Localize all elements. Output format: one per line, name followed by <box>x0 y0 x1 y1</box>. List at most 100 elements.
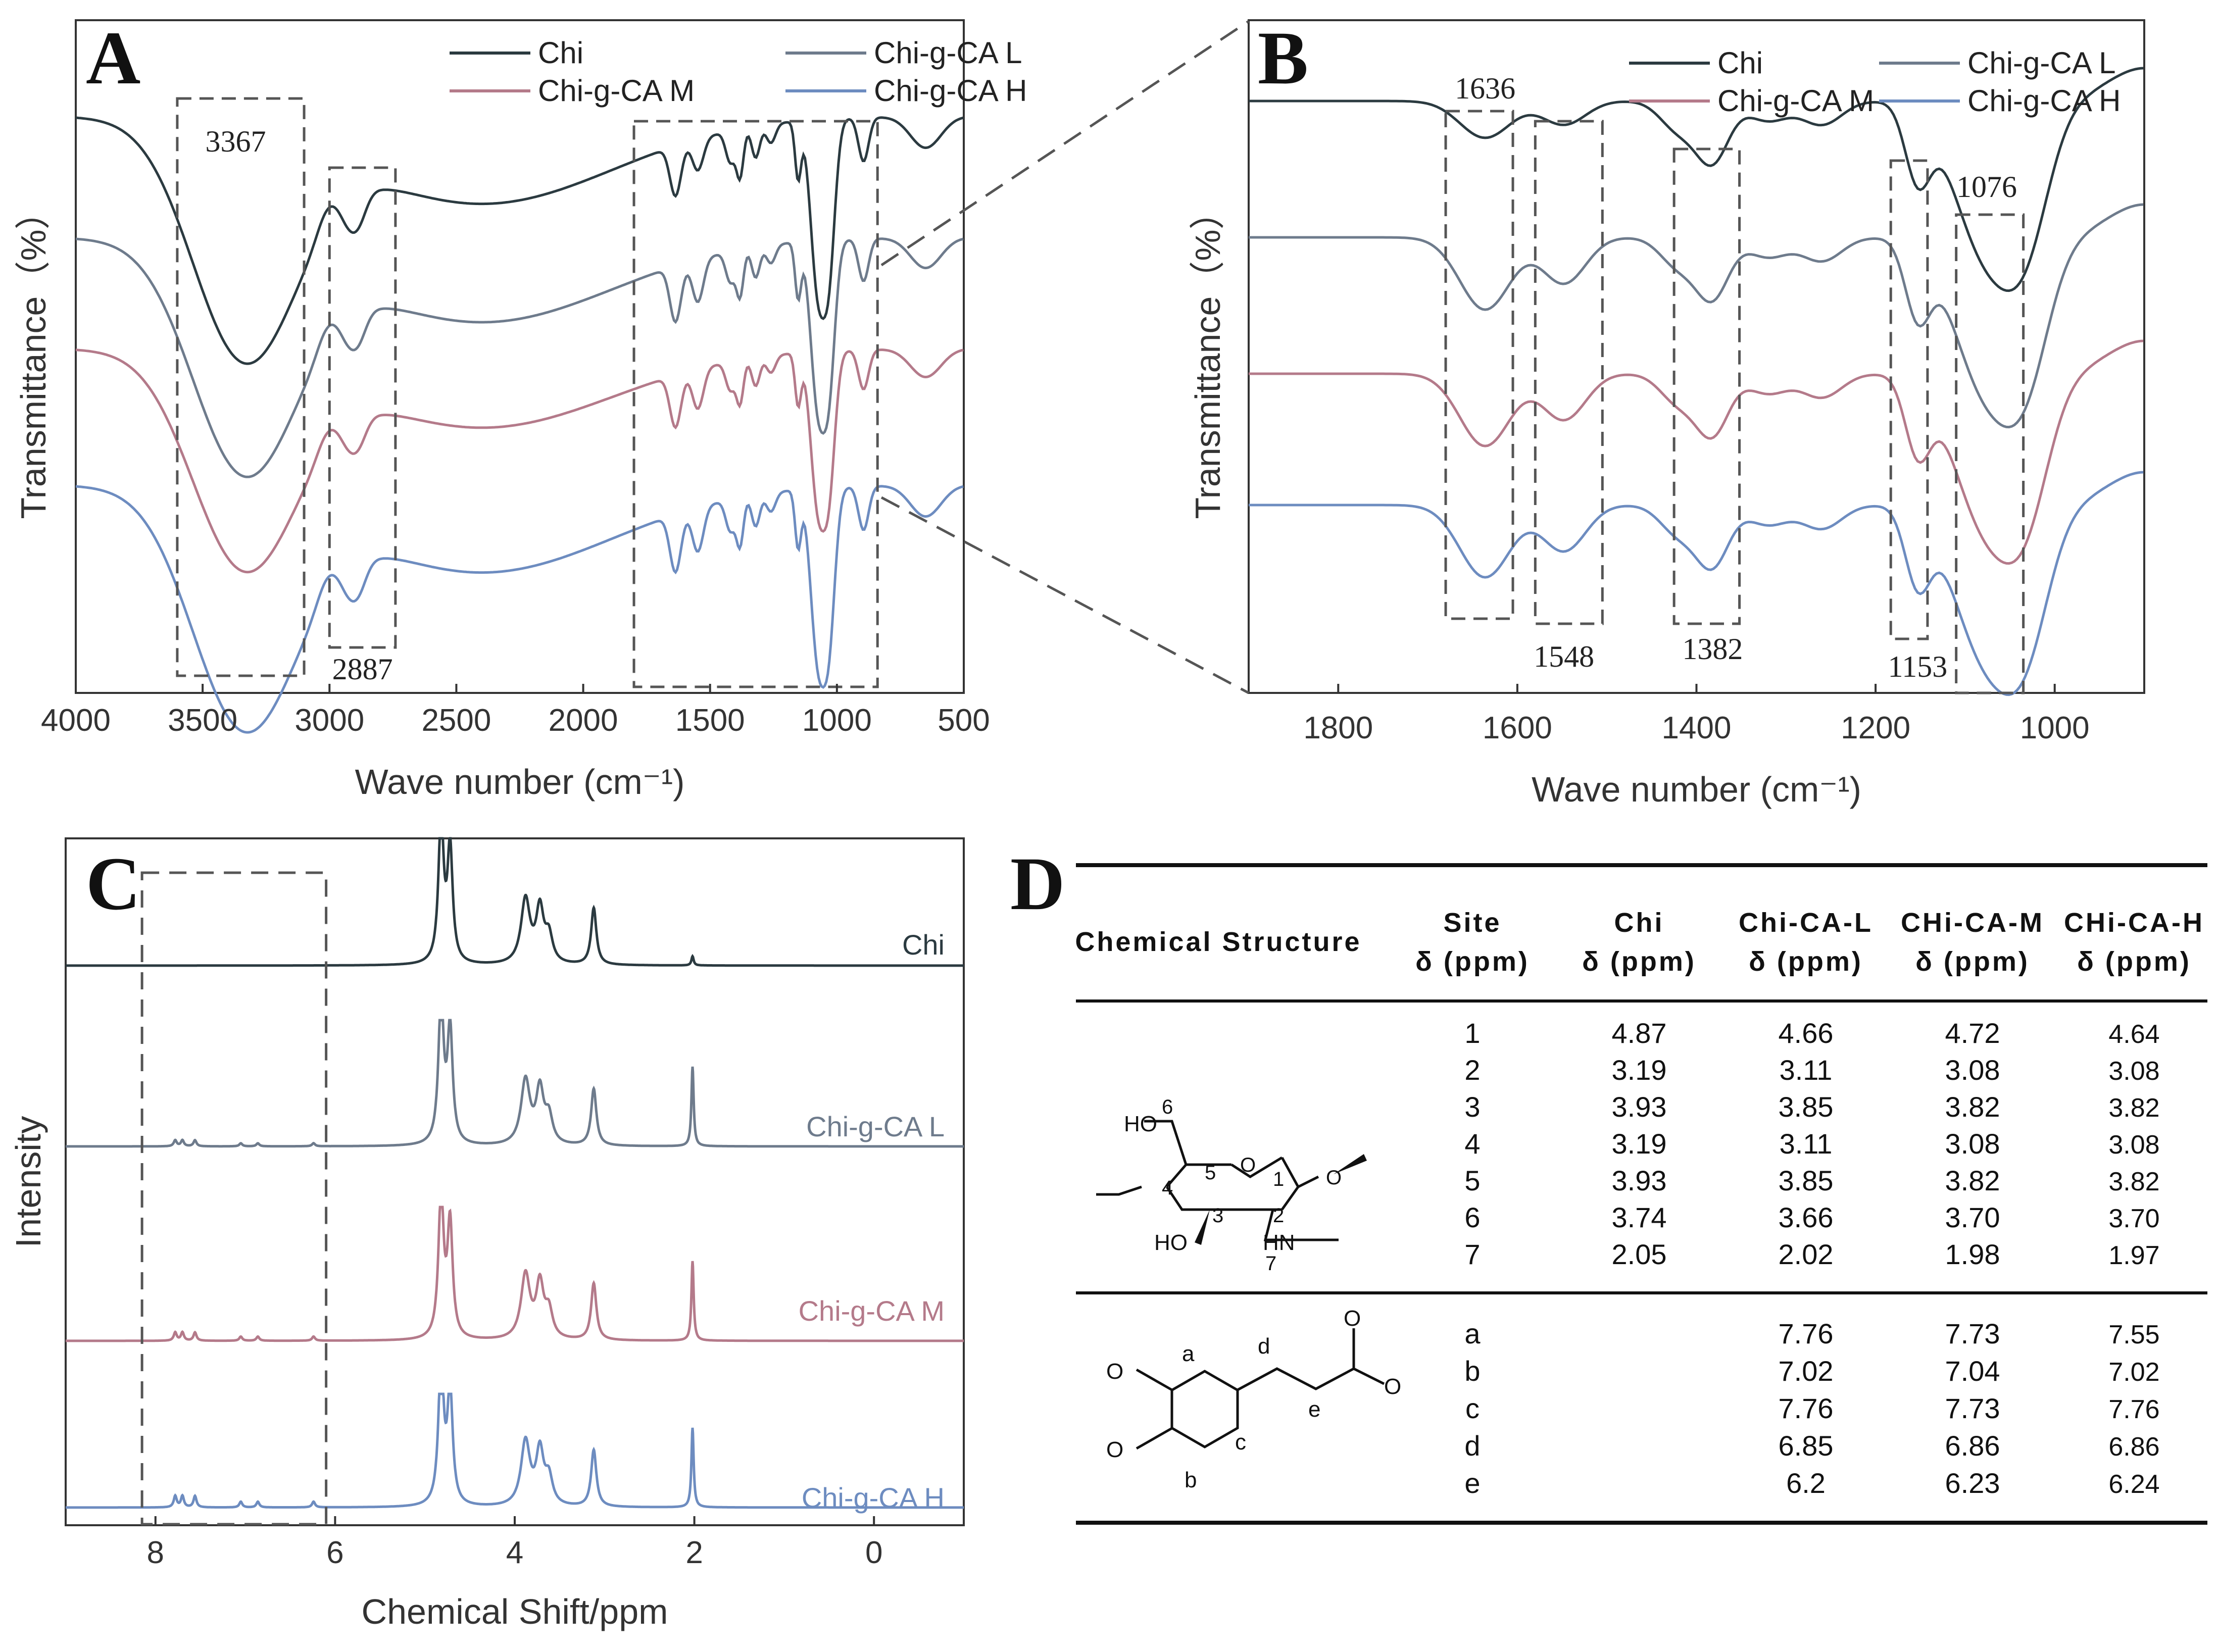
structure1-label-7: 3 <box>1212 1205 1223 1227</box>
table-cell-g1-r1-c2: 3.11 <box>1780 1054 1833 1086</box>
highlight-box-a-3 <box>632 120 879 688</box>
x-tick-label-a-1500: 1500 <box>675 703 745 738</box>
series-line-b-chi-g-ca-l <box>1249 203 2144 429</box>
series-line-b-chi-g-ca-h <box>1249 471 2144 696</box>
structure1-label-3: O <box>1240 1154 1256 1176</box>
annotation-a-3367: 3367 <box>205 125 266 158</box>
legend-label-b-chi: Chi <box>1717 46 1763 80</box>
bond-c1-c2 <box>1280 1157 1300 1211</box>
series-line-b-chi <box>1249 67 2144 292</box>
x-tick-label-a-3500: 3500 <box>168 703 237 738</box>
structure2-label-3: b <box>1185 1468 1197 1492</box>
plot-frame-b <box>1248 19 2145 694</box>
bond-c2-c4 <box>1165 1186 1282 1211</box>
panel-b: 1800 1600 1400 1200 1000 Wave number (cm⁻¹) Tr… <box>1188 16 2145 809</box>
table-header-chi: Chi <box>1614 908 1664 938</box>
table-cell-g2-r2-c0: c <box>1465 1392 1480 1424</box>
table-cell-g1-r3-c1: 3.19 <box>1612 1128 1667 1160</box>
table-header-unit-chi: δ (ppm) <box>1582 946 1696 977</box>
table-cell-g2-r1-c4: 7.02 <box>2108 1358 2159 1387</box>
bond-ring-o2 <box>1136 1427 1173 1450</box>
series-line-c-chi-g-ca-m <box>66 1206 964 1342</box>
panel-d: D Chemical Structure Site δ (ppm) Chi δ (ppm)… <box>1010 842 2207 1525</box>
table-cell-g1-r5-c0: 6 <box>1464 1202 1480 1233</box>
table-cell-g1-r3-c0: 4 <box>1464 1128 1480 1160</box>
table-cell-g2-r4-c0: e <box>1464 1467 1480 1499</box>
bond-sidechain <box>1237 1328 1355 1391</box>
legend-label-a-chi-g-ca-l: Chi-g-CA L <box>874 36 1022 70</box>
table-cell-g1-r4-c1: 3.93 <box>1612 1165 1667 1196</box>
table-header-unit-site: δ (ppm) <box>1415 946 1530 977</box>
structure2-label-8: O <box>1384 1374 1401 1399</box>
table-cell-g2-r4-c4: 6.24 <box>2108 1470 2159 1499</box>
x-tick-label-a-2500: 2500 <box>421 703 491 738</box>
table-cell-g2-r2-c3: 7.73 <box>1945 1392 2000 1424</box>
wedge-c1-methyl <box>1334 1154 1367 1174</box>
table-cell-g2-r2-c4: 7.76 <box>2108 1395 2159 1424</box>
table-cell-g1-r0-c2: 4.66 <box>1779 1017 1834 1049</box>
panel-letter-d: D <box>1010 842 1065 926</box>
zoom-line-top <box>880 20 1250 267</box>
table-cell-g2-r2-c2: 7.76 <box>1779 1392 1834 1424</box>
highlight-box-b-2 <box>1534 120 1604 625</box>
panel-letter-a: A <box>86 16 140 100</box>
x-tick-label-c-8: 8 <box>147 1535 164 1570</box>
bond-c2-n <box>1263 1209 1339 1241</box>
structure-caffeoyl: O Oa b c d e O O <box>1106 1306 1401 1492</box>
table-cell-g1-r6-c1: 2.05 <box>1612 1238 1667 1270</box>
structure2-label-4: c <box>1235 1430 1246 1455</box>
table-cell-g1-r1-c3: 3.08 <box>1945 1054 2000 1086</box>
structure1-label-0: HO <box>1124 1112 1157 1136</box>
table-cell-g1-r3-c2: 3.11 <box>1780 1128 1833 1160</box>
y-axis-label-c: Intensity <box>9 1116 48 1248</box>
structure1-label-1: 6 <box>1162 1096 1173 1118</box>
table-header-structure: Chemical Structure <box>1075 927 1361 957</box>
table-cell-g1-r0-c0: 1 <box>1464 1017 1480 1049</box>
x-tick-label-b-1400: 1400 <box>1662 711 1732 745</box>
plot-frame-c <box>65 837 965 1526</box>
x-axis-label-b: Wave number (cm⁻¹) <box>1532 770 1861 809</box>
table-cell-g1-r5-c2: 3.66 <box>1779 1202 1834 1233</box>
bond-c6 <box>1144 1120 1188 1165</box>
table-cell-g2-r0-c3: 7.73 <box>1945 1318 2000 1349</box>
table-cell-g1-r4-c0: 5 <box>1464 1165 1480 1196</box>
panel-letter-b: B <box>1258 16 1308 100</box>
y-axis-label-a: Transmittance（%） <box>14 194 53 519</box>
highlight-box-b-1 <box>1444 110 1514 620</box>
table-cell-g2-r0-c0: a <box>1464 1318 1481 1349</box>
x-axis-label-a: Wave number (cm⁻¹) <box>355 762 685 802</box>
series-label-c-chi-g-ca-l: Chi-g-CA L <box>806 1111 945 1142</box>
highlight-box-c <box>140 871 328 1526</box>
x-tick-label-a-3000: 3000 <box>294 703 364 738</box>
table-cell-g2-r0-c2: 7.76 <box>1779 1318 1834 1349</box>
structure1-label-10: HN <box>1263 1230 1295 1255</box>
plot-frame-a <box>75 19 965 694</box>
table-cell-g1-r0-c4: 4.64 <box>2108 1020 2159 1049</box>
series-label-c-chi: Chi <box>902 929 945 961</box>
series-line-c-chi-g-ca-h <box>66 1392 964 1509</box>
annotation-b-1382: 1382 <box>1682 632 1743 666</box>
table-cell-g1-r1-c1: 3.19 <box>1612 1054 1667 1086</box>
table-cell-g2-r3-c2: 6.85 <box>1779 1430 1834 1462</box>
x-tick-label-b-1000: 1000 <box>2020 711 2090 745</box>
table-cell-g1-r2-c4: 3.82 <box>2108 1093 2159 1123</box>
table-cell-g1-r2-c0: 3 <box>1464 1091 1480 1123</box>
table-cell-g1-r3-c3: 3.08 <box>1945 1128 2000 1160</box>
structure2-label-7: O <box>1344 1306 1361 1331</box>
structure1-label-8: 2 <box>1273 1205 1284 1227</box>
bond-c4-o-methyl <box>1096 1185 1142 1196</box>
table-cell-g1-r3-c4: 3.08 <box>2108 1130 2159 1160</box>
bond-c4-c5 <box>1166 1164 1187 1188</box>
panel-c: 8 6 4 2 0 Chemical Shift/ppm Intensity Chi Chi-g… <box>9 837 965 1631</box>
x-tick-label-b-1800: 1800 <box>1303 711 1373 745</box>
panel-letter-c: C <box>86 842 140 926</box>
structure1-label-9: HO <box>1154 1230 1188 1255</box>
table-cell-g2-r1-c0: b <box>1464 1355 1480 1387</box>
bond-o-c1 <box>1230 1156 1283 1178</box>
bond-ring-o1 <box>1136 1368 1173 1391</box>
table-cell-g1-r4-c2: 3.85 <box>1779 1165 1834 1196</box>
x-tick-label-a-1000: 1000 <box>802 703 872 738</box>
legend-label-b-chi-g-ca-l: Chi-g-CA L <box>1967 46 2115 80</box>
structure2-label-1: O <box>1106 1437 1123 1462</box>
